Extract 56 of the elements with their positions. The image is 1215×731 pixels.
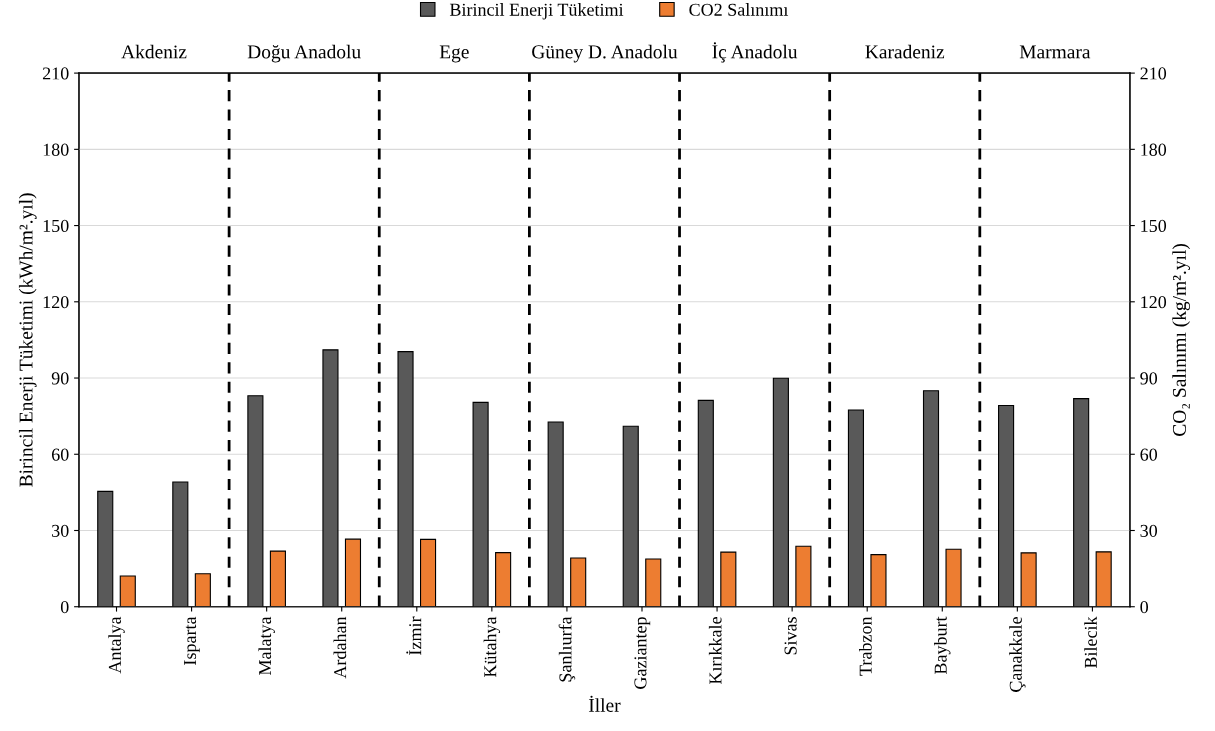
text: Karadeniz <box>865 44 945 59</box>
y2-tick-label: 30 <box>1140 524 1158 537</box>
y2-tick-label: 120 <box>1141 296 1167 309</box>
x-tick-label: Çanakkale <box>1009 617 1026 692</box>
y2-tick-label: 180 <box>1141 143 1167 156</box>
x-tick-label: Ardahan <box>333 616 347 679</box>
y-tick-label: 210 <box>42 67 69 80</box>
x-axis-title: İller <box>588 695 621 712</box>
x-tick-label: Gaziantep <box>634 617 651 689</box>
bar <box>472 401 489 607</box>
bar <box>397 351 414 607</box>
x-tick-label: İzmir <box>406 616 422 655</box>
x-tick-label: Bilecik <box>1084 616 1097 669</box>
bar <box>772 377 789 607</box>
bar <box>172 481 189 607</box>
x-tick-label: Kütahya <box>483 616 501 678</box>
x-tick-label: Isparta <box>184 616 200 665</box>
bar <box>998 404 1015 607</box>
y2-tick-label: 210 <box>1140 67 1167 80</box>
text: Güney D. Anadolu <box>532 44 678 63</box>
x-tick-label: Trabzon <box>859 616 872 676</box>
x-tick-label: Malatya <box>258 616 275 676</box>
text: Doğu Anadolu <box>247 44 361 63</box>
y-tick-label: 30 <box>52 524 69 537</box>
bar <box>1073 398 1090 607</box>
y2-tick-label: 0 <box>1140 600 1149 614</box>
bar <box>847 409 865 607</box>
bar <box>622 425 639 607</box>
x-tick-label: Bayburt <box>934 616 951 675</box>
text: Marmara <box>1019 45 1091 59</box>
bar <box>922 390 940 607</box>
y2-tick-label: 60 <box>1140 448 1158 461</box>
bar <box>697 399 714 607</box>
legend-label: Birincil Enerji Tüketimi <box>449 3 624 20</box>
y-tick-label: 90 <box>51 372 69 385</box>
y-tick-label: 60 <box>51 448 69 461</box>
bar <box>97 490 114 607</box>
y2-tick-label: 90 <box>1140 372 1158 385</box>
y-axis-title: Birincil Enerji Tüketimi (kWh/m².yıl) <box>18 193 37 487</box>
text: Ege <box>439 45 469 63</box>
y-tick-label: 120 <box>43 296 69 309</box>
text: Akdeniz <box>121 44 187 59</box>
y-tick-label: 180 <box>43 143 69 156</box>
x-tick-label: Antalya <box>108 616 125 674</box>
y2-axis-title: CO₂ Salınımı (kg/m².yıl) <box>1172 243 1190 436</box>
legend-label: CO2 Salınımı <box>689 3 789 16</box>
text: İç Anadolu <box>712 42 798 63</box>
y-tick-label: 150 <box>43 219 69 233</box>
bar <box>322 349 339 607</box>
bar <box>247 395 264 607</box>
x-tick-label: Sivas <box>784 617 797 655</box>
y2-tick-label: 150 <box>1141 219 1167 233</box>
y-tick-label: 0 <box>60 600 69 614</box>
x-tick-label: Şanlıurfa <box>558 616 576 682</box>
x-tick-label: Kırıkkale <box>708 617 722 685</box>
bar <box>547 421 564 607</box>
